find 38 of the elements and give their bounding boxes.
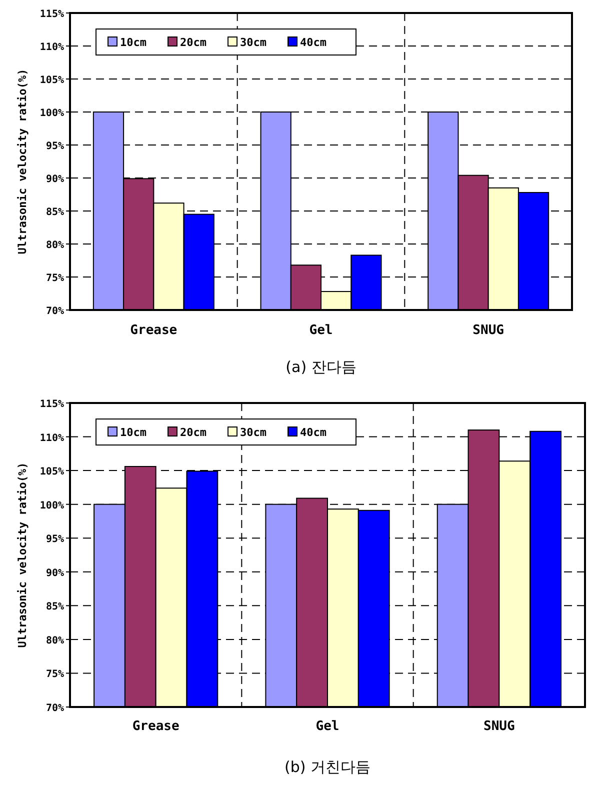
y-tick-label: 85%	[46, 207, 64, 218]
x-tick-label: SNUG	[484, 719, 515, 734]
legend-label: 30cm	[240, 426, 267, 439]
x-tick-label: Grease	[130, 323, 178, 338]
text: (b) 거친다듬	[284, 758, 370, 776]
y-tick-label: 75%	[46, 669, 64, 680]
y-tick-label: 90%	[46, 174, 64, 185]
y-tick-label: 90%	[46, 568, 64, 579]
y-tick-label: 100%	[40, 500, 64, 512]
y-axis-title: Ultrasonic velocity ratio(%)	[16, 462, 29, 648]
legend-label: 30cm	[240, 36, 267, 49]
text: (a) 잔다듬	[286, 358, 356, 376]
y-tick-label: 115%	[40, 9, 64, 20]
legend-label: 40cm	[300, 426, 327, 439]
y-tick-label: 105%	[40, 466, 64, 478]
x-tick-label: Grease	[132, 719, 180, 734]
y-tick-label: 70%	[46, 306, 64, 317]
y-tick-label: 80%	[46, 635, 64, 646]
legend-label: 10cm	[120, 36, 147, 49]
y-tick-label: 85%	[46, 602, 64, 613]
x-tick-label: Gel	[316, 719, 340, 734]
legend-label: 20cm	[180, 426, 207, 439]
y-tick-label: 80%	[46, 240, 64, 251]
y-tick-label: 105%	[40, 75, 64, 86]
y-tick-label: 75%	[46, 273, 64, 284]
x-tick-label: Gel	[309, 323, 333, 338]
x-tick-label: SNUG	[472, 323, 504, 338]
y-tick-label: 115%	[40, 399, 64, 410]
y-tick-label: 70%	[46, 703, 64, 714]
y-tick-label: 110%	[40, 42, 64, 53]
y-tick-label: 95%	[46, 141, 64, 152]
legend-label: 40cm	[300, 36, 327, 49]
y-tick-label: 95%	[46, 534, 64, 546]
y-tick-label: 110%	[40, 432, 64, 444]
legend-label: 10cm	[120, 426, 147, 439]
y-tick-label: 100%	[40, 108, 64, 119]
y-axis-title: Ultrasonic velocity ratio(%)	[16, 68, 29, 254]
legend-label: 20cm	[180, 36, 207, 49]
